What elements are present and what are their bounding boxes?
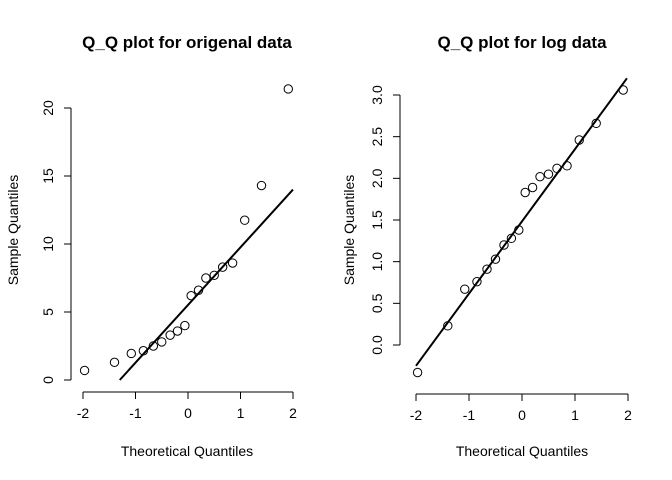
data-point — [217, 262, 228, 272]
chart-title: Q_Q plot for origenal data — [82, 33, 292, 52]
data-point — [443, 321, 453, 331]
y-tick-label: 3.0 — [369, 85, 385, 105]
x-tick-label: -2 — [77, 405, 90, 421]
data-point — [591, 118, 601, 129]
qq-plot-original: Q_Q plot for origenal data Theoretical Q… — [5, 33, 297, 459]
data-point — [186, 290, 196, 301]
data-point — [157, 337, 167, 347]
x-tick-label: 0 — [184, 405, 192, 421]
data-point — [490, 254, 501, 264]
x-axis-label: Theoretical Quantiles — [121, 443, 253, 459]
chart-title: Q_Q plot for log data — [437, 33, 607, 52]
data-point — [543, 169, 554, 179]
data-point — [412, 367, 423, 378]
data-point — [126, 348, 137, 359]
data-point — [227, 258, 238, 268]
data-point — [79, 365, 90, 376]
y-tick-label: 2.5 — [369, 127, 385, 147]
y-axis-label: Sample Quantiles — [5, 175, 21, 286]
data-point — [520, 187, 530, 198]
x-tick-label: 2 — [289, 405, 297, 421]
data-point — [499, 240, 509, 250]
data-point — [618, 85, 628, 95]
x-tick-label: 1 — [571, 407, 579, 423]
data-point — [460, 284, 470, 294]
data-point — [552, 163, 562, 174]
x-tick-label: -2 — [410, 407, 423, 423]
reference-line — [415, 77, 628, 367]
data-point — [193, 285, 204, 295]
data-point — [472, 276, 482, 287]
x-tick-label: 2 — [624, 407, 632, 423]
y-tick-label: 15 — [40, 168, 56, 184]
reference-line — [119, 188, 294, 381]
y-tick-label: 0.5 — [369, 293, 385, 313]
y-tick-label: 0 — [40, 376, 56, 384]
data-point — [240, 215, 250, 225]
y-tick-label: 10 — [40, 236, 56, 252]
y-tick-label: 1.5 — [369, 210, 385, 230]
y-tick-label: 5 — [40, 308, 56, 316]
data-point — [482, 264, 492, 274]
data-point — [562, 161, 572, 171]
data-point — [527, 182, 538, 193]
data-point — [256, 180, 267, 191]
data-point — [535, 171, 545, 182]
data-point — [283, 84, 293, 94]
y-tick-label: 20 — [40, 100, 56, 116]
data-point — [172, 326, 183, 336]
y-tick-label: 2.0 — [369, 168, 385, 188]
data-point — [514, 225, 524, 235]
data-point — [148, 341, 159, 351]
data-point — [201, 273, 211, 283]
x-tick-label: 0 — [518, 407, 526, 423]
data-point — [165, 330, 175, 340]
data-point — [574, 135, 584, 145]
y-axis-label: Sample Quantiles — [341, 175, 357, 286]
data-point — [506, 233, 517, 244]
axes: -2 -1 0 1 2 0.0 0.5 1.0 1.5 2.0 2.5 3.0 — [369, 85, 632, 423]
points — [79, 84, 294, 381]
data-point — [209, 270, 219, 280]
data-point — [109, 357, 120, 368]
data-point — [180, 320, 190, 331]
x-axis-label: Theoretical Quantiles — [456, 443, 588, 459]
y-tick-label: 0.0 — [369, 335, 385, 355]
y-tick-label: 1.0 — [369, 252, 385, 272]
x-tick-label: -1 — [463, 407, 476, 423]
qq-plot-log: Q_Q plot for log data Theoretical Quanti… — [341, 33, 632, 459]
x-tick-label: 1 — [237, 405, 245, 421]
x-tick-label: -1 — [129, 405, 142, 421]
data-point — [138, 346, 149, 356]
points — [412, 77, 628, 378]
